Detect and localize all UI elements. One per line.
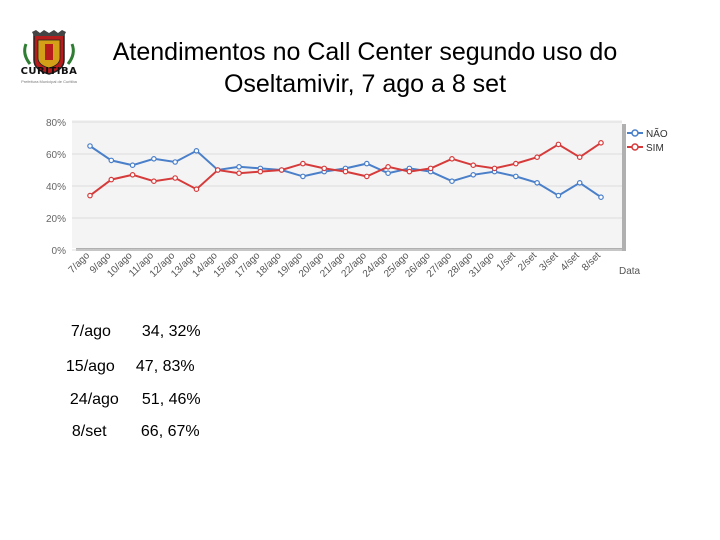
annotation-value-text: 47, 83% <box>135 358 195 375</box>
annotation-date: 8/set <box>71 423 107 440</box>
data-point <box>555 192 562 199</box>
legend-label: SIM <box>646 143 664 154</box>
x-tick-label: 4/set <box>559 250 582 273</box>
data-point <box>576 154 583 161</box>
data-point <box>193 147 200 154</box>
data-point <box>449 155 455 162</box>
y-tick-label: 20% <box>46 214 66 225</box>
plot-area <box>72 120 622 248</box>
data-point <box>385 170 391 177</box>
data-point <box>108 176 115 183</box>
legend-marker <box>631 129 639 137</box>
data-point <box>534 180 540 186</box>
annotation-date: 24/ago <box>69 391 119 408</box>
data-point <box>363 160 370 167</box>
data-point <box>278 167 285 173</box>
legend-marker <box>631 143 639 151</box>
data-point <box>151 155 157 162</box>
x-tick-label: 7/ago <box>67 250 93 276</box>
data-point <box>172 175 178 181</box>
y-tick-label: 0% <box>52 246 67 257</box>
data-point <box>87 143 93 149</box>
legend-label: NÃO <box>646 127 668 140</box>
data-point <box>406 168 413 175</box>
x-tick-label: 8/set <box>580 250 603 273</box>
data-point <box>513 160 519 167</box>
data-point <box>470 171 477 178</box>
x-axis-label: Data <box>619 266 641 277</box>
line-chart: 0%20%40%60%80% 7/ago9/ago10/ago11/ago12/… <box>46 118 668 280</box>
data-point <box>427 165 434 172</box>
data-point <box>193 186 200 193</box>
y-tick-label: 80% <box>46 118 66 129</box>
data-point <box>363 173 370 180</box>
annotation-value: 34, 32% <box>133 305 201 341</box>
data-point <box>151 178 157 185</box>
data-point <box>385 163 391 170</box>
annotation-date: 15/ago <box>65 358 115 375</box>
annotation-value-text: 51, 46% <box>141 391 201 408</box>
data-point <box>129 162 136 169</box>
data-point <box>236 163 242 170</box>
data-point <box>576 180 583 186</box>
data-point <box>342 168 349 175</box>
x-tick-label: 1/set <box>495 250 518 273</box>
annotation-row: 15/ago <box>57 340 115 376</box>
curitiba-coat-of-arms-icon <box>23 30 75 75</box>
data-point <box>598 139 604 146</box>
data-point <box>172 159 178 165</box>
logo-text: CURITIBA <box>20 66 78 77</box>
annotation-row: 8/set <box>63 405 107 441</box>
data-point <box>236 170 242 177</box>
data-point <box>513 173 519 180</box>
title-line-2: Oseltamivir, 7 ago a 8 set <box>223 70 507 98</box>
data-point <box>257 168 264 175</box>
annotation-value: 47, 83% <box>127 340 195 376</box>
data-point <box>449 178 455 185</box>
data-point <box>491 165 498 172</box>
data-point <box>321 165 328 172</box>
data-point <box>598 194 604 201</box>
logo-subtext: Prefeitura Municipal de Curitiba <box>21 79 77 84</box>
data-point <box>108 157 115 164</box>
data-point <box>214 167 221 173</box>
title-line-1: Atendimentos no Call Center segundo uso … <box>112 38 618 66</box>
data-point <box>300 160 306 167</box>
y-tick-label: 40% <box>46 182 66 193</box>
x-tick-label: 2/set <box>516 250 539 273</box>
data-point <box>300 173 306 180</box>
data-point <box>129 171 136 178</box>
annotation-row: 24/ago <box>61 373 119 409</box>
y-tick-label: 60% <box>46 150 66 161</box>
data-point <box>555 141 562 148</box>
annotation-value: 66, 67% <box>132 405 200 441</box>
annotation-date: 7/ago <box>70 323 111 340</box>
annotation-value: 51, 46% <box>133 373 201 409</box>
annotation-value-text: 34, 32% <box>141 323 201 340</box>
data-point <box>534 154 540 161</box>
data-point <box>470 162 477 169</box>
data-point <box>87 192 93 199</box>
x-tick-label: 3/set <box>537 250 560 273</box>
annotation-row: 7/ago <box>62 305 111 341</box>
annotation-value-text: 66, 67% <box>140 423 200 440</box>
page-title: Atendimentos no Call Center segundo uso … <box>95 36 635 100</box>
